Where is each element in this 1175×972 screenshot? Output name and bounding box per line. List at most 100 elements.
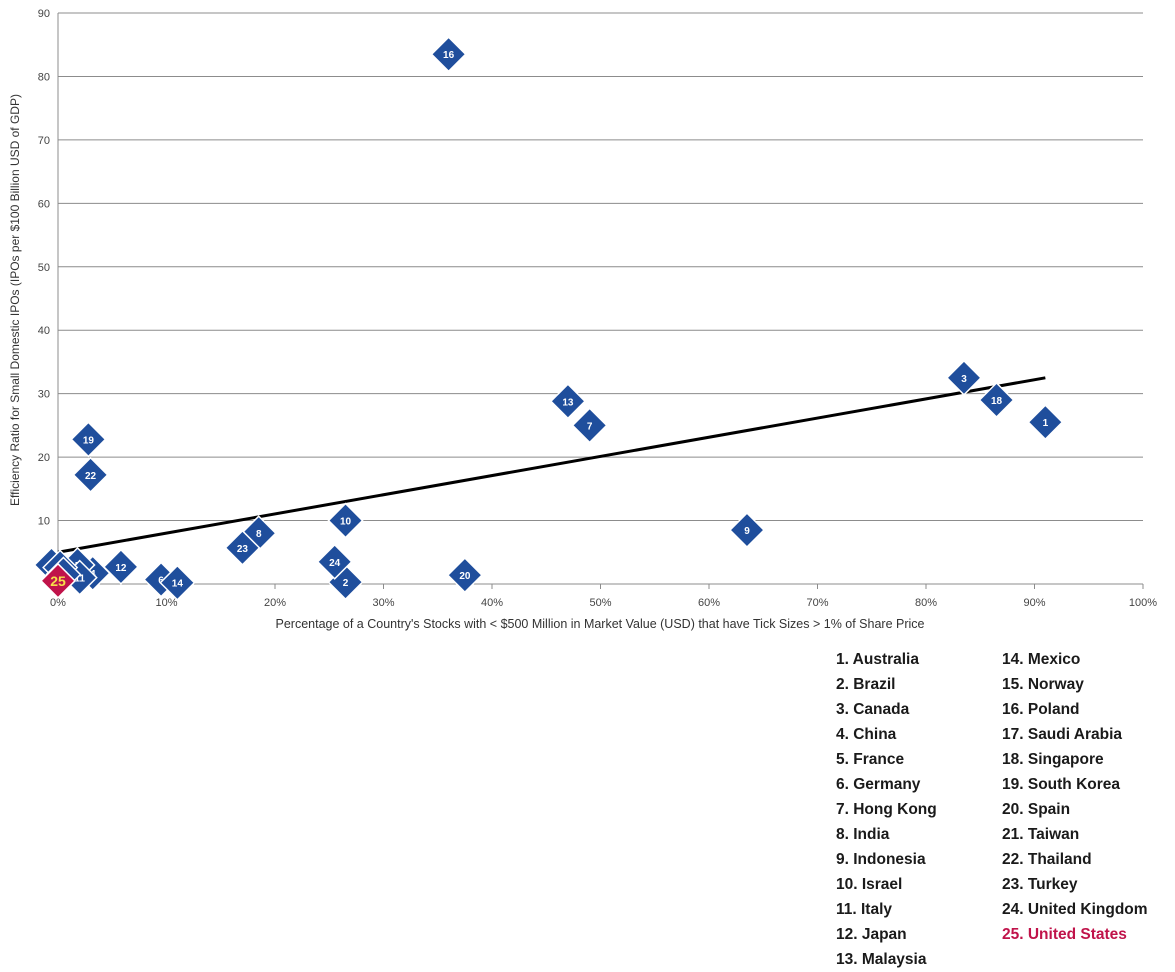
legend-item: 10. Israel: [836, 872, 941, 897]
data-point-18: 18: [978, 381, 1015, 419]
point-marker: [446, 557, 483, 594]
y-tick-label: 10: [38, 516, 50, 528]
scatter-plot: 10 20 30 40 50 60 70 80 90 0% 10% 20% 30% 40% 50% 60% 70…: [8, 8, 1158, 631]
point-label: 19: [83, 435, 95, 446]
point-label: 10: [340, 517, 352, 528]
point-label: 12: [115, 563, 127, 574]
point-label: 24: [329, 558, 341, 569]
data-point-10: 10: [327, 502, 364, 539]
y-tick-label: 40: [38, 325, 50, 337]
data-point-25: 25: [39, 562, 77, 599]
point-marker: [571, 407, 608, 444]
legend-item: 17. Saudi Arabia: [1002, 722, 1152, 747]
legend-item: 25. United States: [1002, 922, 1152, 947]
tick-labels: 10 20 30 40 50 60 70 80 90 0% 10% 20% 30% 40% 50% 60% 70…: [38, 8, 1158, 609]
point-label: 23: [237, 544, 249, 555]
y-tick-label: 80: [38, 71, 50, 83]
y-tick-label: 30: [38, 389, 50, 401]
legend-item: 5. France: [836, 747, 941, 772]
y-tick-label: 70: [38, 135, 50, 147]
data-point-3: 3: [945, 359, 983, 396]
legend-item: 9. Indonesia: [836, 847, 941, 872]
legend-column-2: 14. Mexico 15. Norway 16. Poland 17. Saudi …: [1002, 647, 1152, 947]
x-tick-label: 90%: [1023, 597, 1045, 609]
legend-item: 4. China: [836, 722, 941, 747]
legend-item: 7. Hong Kong: [836, 797, 941, 822]
legend-item: 12. Japan: [836, 922, 941, 947]
legend-column-1: 1. Australia 2. Brazil 3. Canada 4. China 5.…: [836, 647, 941, 972]
y-axis-title: Efficiency Ratio for Small Domestic IPOs…: [8, 94, 22, 506]
chart: 10 20 30 40 50 60 70 80 90 0% 10% 20% 30% 40% 50% 60% 70…: [8, 8, 1158, 968]
point-label: 22: [85, 471, 97, 482]
data-point-16: 16: [430, 36, 467, 73]
x-tick-label: 10%: [155, 597, 177, 609]
data-point-12: 12: [102, 548, 139, 585]
point-marker: [102, 548, 139, 585]
data-points: 1234567891011121314151617181920212223242…: [33, 36, 1064, 601]
legend-item: 15. Norway: [1002, 672, 1152, 697]
x-tick-label: 0%: [50, 597, 66, 609]
point-marker: [549, 383, 587, 420]
point-label: 14: [172, 579, 184, 590]
legend-item: 22. Thailand: [1002, 847, 1152, 872]
x-axis-title: Percentage of a Country's Stocks with < …: [276, 617, 925, 631]
point-label: 2: [343, 578, 349, 589]
point-label: 13: [562, 397, 574, 408]
y-tick-label: 90: [38, 8, 50, 20]
point-label: 9: [744, 526, 750, 537]
point-marker: [316, 543, 353, 580]
axes: [57, 13, 1144, 589]
legend-item: 16. Poland: [1002, 697, 1152, 722]
point-marker: [70, 421, 107, 458]
legend-item: 18. Singapore: [1002, 747, 1152, 772]
y-tick-label: 20: [38, 452, 50, 464]
legend-item: 2. Brazil: [836, 672, 941, 697]
legend-item: 14. Mexico: [1002, 647, 1152, 672]
y-tick-label: 50: [38, 262, 50, 274]
x-tick-label: 80%: [915, 597, 937, 609]
data-point-7: 7: [571, 407, 608, 444]
legend-item: 13. Malaysia: [836, 947, 941, 972]
point-label: 18: [991, 396, 1003, 407]
point-marker: [327, 502, 364, 539]
y-tick-label: 60: [38, 198, 50, 210]
data-point-1: 1: [1027, 404, 1064, 441]
gridlines: [58, 12, 1143, 522]
legend-item: 8. India: [836, 822, 941, 847]
legend-item: 6. Germany: [836, 772, 941, 797]
point-marker: [224, 529, 261, 566]
data-point-24: 24: [316, 543, 353, 580]
legend-item: 3. Canada: [836, 697, 941, 722]
point-label: 20: [459, 571, 471, 582]
point-label: 11: [74, 574, 85, 585]
point-marker: [72, 456, 109, 493]
legend-item: 21. Taiwan: [1002, 822, 1152, 847]
x-tick-label: 30%: [372, 597, 394, 609]
data-point-23: 23: [224, 529, 261, 566]
x-tick-label: 40%: [481, 597, 503, 609]
point-label: 8: [256, 529, 262, 540]
x-tick-label: 20%: [264, 597, 286, 609]
legend-item: 24. United Kingdom: [1002, 897, 1152, 922]
legend-item: 23. Turkey: [1002, 872, 1152, 897]
x-tick-label: 50%: [589, 597, 611, 609]
point-marker: [945, 359, 983, 396]
legend-item: 20. Spain: [1002, 797, 1152, 822]
data-point-9: 9: [728, 512, 766, 549]
x-tick-label: 100%: [1129, 597, 1157, 609]
point-marker: [978, 381, 1015, 419]
trendline-layer: [57, 376, 1046, 554]
data-point-14: 14: [159, 564, 196, 601]
x-tick-label: 70%: [806, 597, 828, 609]
point-marker: [728, 512, 766, 549]
trendline: [57, 376, 1046, 554]
x-tick-label: 60%: [698, 597, 720, 609]
legend-item: 19. South Korea: [1002, 772, 1152, 797]
data-point-19: 19: [70, 421, 107, 458]
point-label: 7: [587, 421, 593, 432]
point-marker: [430, 36, 467, 73]
point-marker: [159, 564, 196, 601]
point-marker: [1027, 404, 1064, 441]
legend-item: 11. Italy: [836, 897, 941, 922]
point-label: 3: [961, 374, 967, 385]
